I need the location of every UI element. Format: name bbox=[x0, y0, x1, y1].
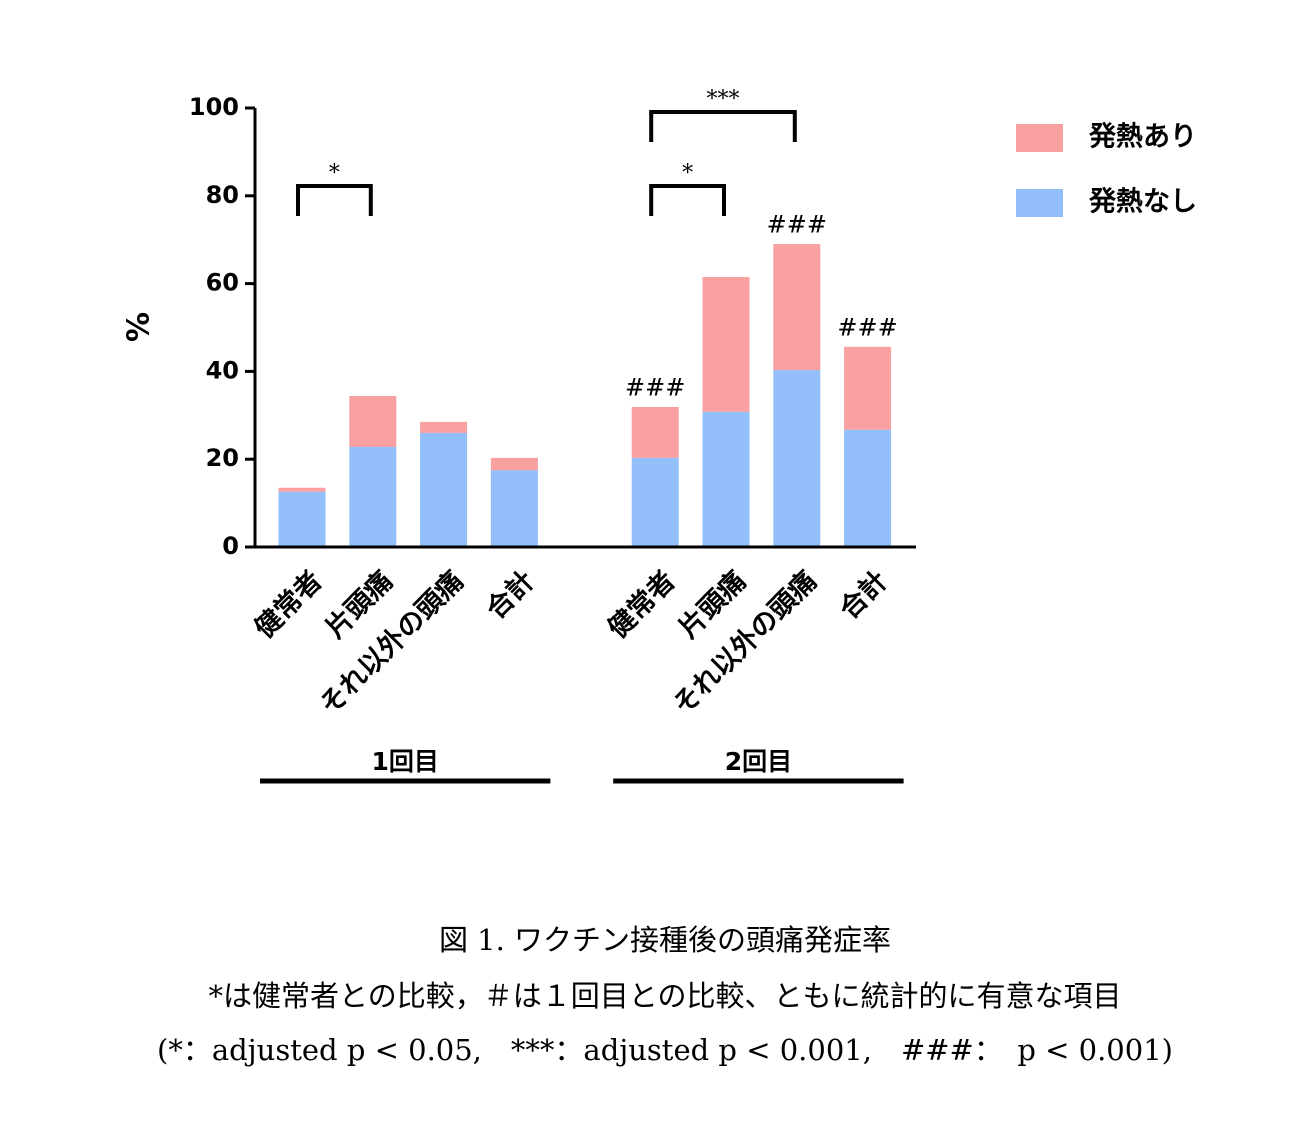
legend-label: 発熱なし bbox=[1088, 187, 1197, 218]
bar-segment bbox=[773, 370, 821, 547]
caption: *は健常者との比較，＃は１回目との比較、ともに統計的に有意な項目 bbox=[209, 979, 1122, 1013]
caption: 図 1. ワクチン接種後の頭痛発症率 bbox=[439, 923, 891, 957]
caption: (*：adjusted p < 0.05, ***：adjusted p < 0… bbox=[157, 1033, 1173, 1067]
bar-segment bbox=[631, 406, 679, 458]
y-tick-label: 40 bbox=[206, 356, 239, 384]
y-axis-label: % bbox=[122, 312, 157, 342]
significance-label: ### bbox=[625, 373, 685, 401]
significance-label: * bbox=[329, 161, 340, 186]
bar-segment bbox=[631, 457, 679, 547]
significance-bracket bbox=[296, 184, 373, 216]
group-label: 2回目 bbox=[725, 747, 792, 776]
bar-segment bbox=[349, 395, 397, 447]
significance-label: * bbox=[682, 161, 693, 186]
legend-label: 発熱あり bbox=[1088, 122, 1197, 153]
y-tick-label: 60 bbox=[206, 269, 239, 297]
bar-segment bbox=[844, 346, 892, 430]
significance-bracket bbox=[649, 110, 797, 142]
bar-segment bbox=[844, 429, 892, 547]
significance-label: *** bbox=[707, 87, 740, 112]
bar-segment bbox=[278, 487, 326, 492]
x-tick-label: 合計 bbox=[480, 565, 541, 626]
x-tick-label: 健常者 bbox=[602, 565, 681, 644]
x-tick-label: 合計 bbox=[833, 565, 894, 626]
bar-segment bbox=[490, 470, 538, 547]
bar-segment bbox=[420, 421, 468, 433]
bar-segment bbox=[702, 411, 750, 547]
significance-label: ### bbox=[767, 211, 827, 239]
bar-segment bbox=[773, 244, 821, 371]
bar-segment bbox=[349, 446, 397, 547]
group-label: 1回目 bbox=[371, 747, 438, 776]
legend-swatch bbox=[1016, 189, 1063, 217]
bar-segment bbox=[278, 491, 326, 547]
significance-label: ### bbox=[837, 313, 897, 341]
y-tick-label: 80 bbox=[206, 181, 239, 209]
y-tick-label: 20 bbox=[206, 444, 239, 472]
bar-segment bbox=[702, 277, 750, 412]
significance-bracket bbox=[649, 184, 726, 216]
x-tick-label: 健常者 bbox=[249, 565, 328, 644]
bar-segment bbox=[420, 432, 468, 547]
legend-swatch bbox=[1016, 124, 1063, 152]
y-tick-label: 100 bbox=[189, 93, 239, 121]
bar-segment bbox=[490, 457, 538, 471]
y-tick-label: 0 bbox=[222, 532, 239, 560]
